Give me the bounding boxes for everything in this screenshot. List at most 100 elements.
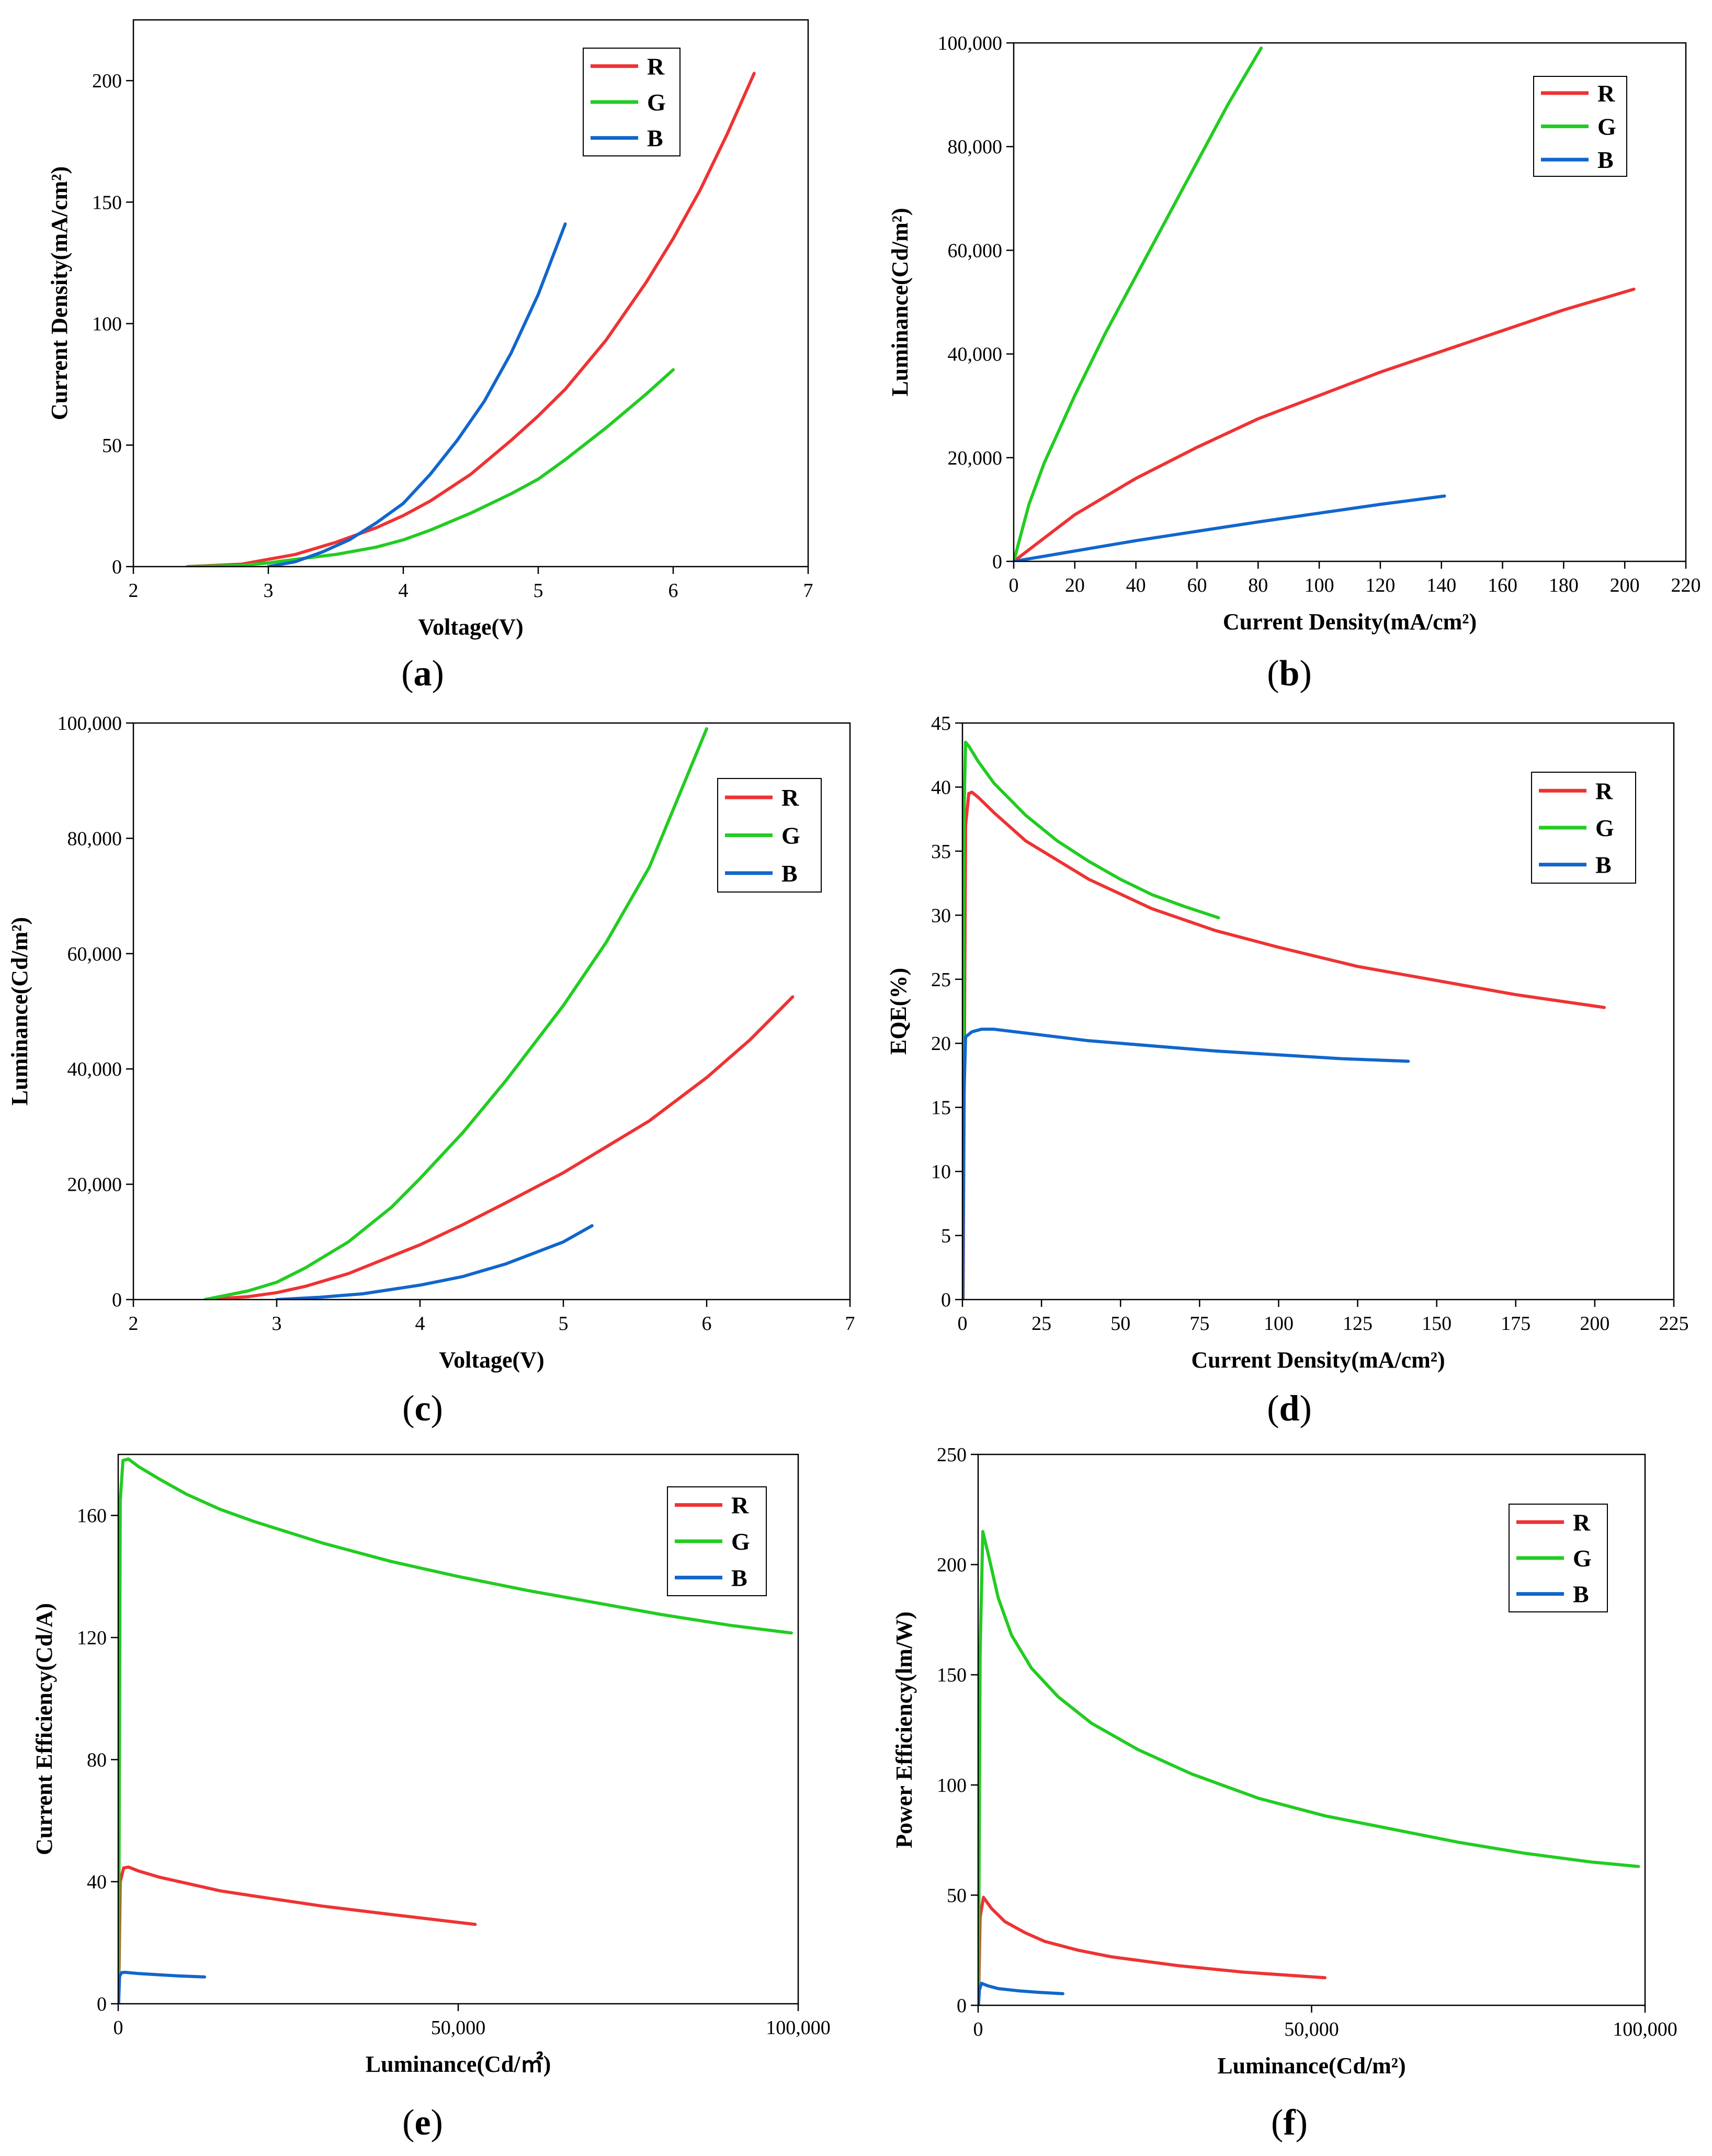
y-tick-label: 30	[931, 905, 951, 927]
x-tick-label: 4	[399, 580, 409, 602]
x-tick-label: 200	[1580, 1313, 1609, 1335]
legend-label-B: B	[781, 860, 798, 887]
y-axis-title: Power Efficiency(lm/W)	[891, 1611, 917, 1848]
legend-label-G: G	[647, 89, 666, 116]
x-tick-label: 100,000	[1613, 2018, 1677, 2040]
y-tick-label: 150	[937, 1664, 967, 1686]
y-tick-label: 100,000	[938, 32, 1003, 54]
x-axis-title: Current Density(mA/cm²)	[1223, 609, 1477, 635]
y-tick-label: 20	[931, 1033, 951, 1055]
y-tick-label: 40,000	[67, 1058, 122, 1080]
legend-label-B: B	[1597, 146, 1614, 173]
plot-frame	[132, 19, 809, 568]
y-tick-label: 100	[92, 313, 122, 335]
legend: RGB	[717, 778, 822, 893]
x-axis-title: Voltage(V)	[439, 1347, 544, 1373]
series-line-B	[118, 1970, 207, 2004]
series-line-G	[186, 368, 675, 567]
y-axis-title: Current Density(mA/cm²)	[47, 166, 72, 420]
x-tick-label: 60	[1187, 574, 1207, 596]
x-tick-label: 200	[1610, 574, 1640, 596]
legend-label-G: G	[1597, 114, 1616, 140]
x-axis-title: Luminance(Cd/m²)	[1217, 2053, 1405, 2079]
series-line-B	[962, 1028, 1410, 1300]
legend-label-G: G	[781, 822, 800, 849]
series-line-R	[186, 72, 756, 567]
y-tick-label: 120	[77, 1627, 107, 1649]
series-line-R	[1014, 287, 1636, 561]
plot-frame	[1013, 42, 1687, 562]
y-tick-label: 40	[931, 776, 951, 798]
x-tick-label: 80	[1248, 574, 1268, 596]
x-tick-label: 3	[264, 580, 274, 602]
y-tick-label: 50	[102, 435, 122, 457]
panel-label: (a)	[401, 653, 444, 694]
series-group	[203, 727, 795, 1300]
chart-panel-c: 2 3 4 5 6 7 0 20,000 40,000 60,000 80,000 100,000 Vo…	[7, 713, 855, 1429]
y-axis-title: EQE(%)	[886, 968, 911, 1055]
x-tick-label: 50,000	[1284, 2018, 1339, 2040]
legend: RGB	[1531, 772, 1636, 884]
y-tick-label: 80	[87, 1749, 107, 1771]
chart-panel-b: 0 20 40 60 80 100 120 140 160 180 200 220 0 20,000 40,…	[887, 32, 1701, 694]
x-tick-label: 0	[958, 1313, 968, 1335]
y-tick-label: 15	[931, 1097, 951, 1119]
y-tick-label: 150	[92, 191, 122, 213]
panel-label: (c)	[402, 1389, 443, 1429]
x-tick-label: 180	[1549, 574, 1579, 596]
y-tick-label: 200	[92, 70, 122, 92]
x-tick-label: 2	[129, 1313, 139, 1335]
legend-label-G: G	[1595, 815, 1614, 841]
y-tick-label: 0	[957, 1995, 967, 2017]
y-tick-label: 0	[112, 556, 122, 578]
y-tick-label: 20,000	[948, 447, 1003, 469]
chart-panel-f: 0 50,000 100,000 0 50 100 150 200 250 Luminance(C…	[891, 1444, 1677, 2143]
x-tick-label: 7	[845, 1313, 855, 1335]
x-tick-label: 100	[1264, 1313, 1294, 1335]
x-tick-label: 5	[534, 580, 543, 602]
legend-label-R: R	[781, 784, 799, 811]
y-tick-label: 10	[931, 1161, 951, 1183]
y-tick-label: 0	[97, 1993, 107, 2015]
x-tick-label: 4	[415, 1313, 425, 1335]
series-line-G	[1014, 46, 1263, 561]
x-tick-label: 0	[1009, 574, 1019, 596]
y-tick-label: 60,000	[67, 943, 122, 965]
plot-frame	[132, 722, 851, 1301]
y-tick-label: 25	[931, 969, 951, 991]
legend: RGB	[1533, 76, 1627, 177]
plot-frame	[961, 722, 1675, 1301]
x-axis-title: Current Density(mA/cm²)	[1191, 1347, 1445, 1373]
y-tick-label: 100,000	[58, 713, 122, 735]
x-tick-label: 2	[129, 580, 139, 602]
chart-panel-e: 0 50,000 100,000 0 40 80 120 160 Luminance(Cd/㎡)…	[31, 1453, 831, 2143]
y-tick-label: 40,000	[948, 344, 1003, 366]
x-tick-label: 120	[1365, 574, 1395, 596]
y-axis-title: Current Efficiency(Cd/A)	[31, 1603, 57, 1855]
y-tick-label: 80,000	[948, 136, 1003, 158]
legend-label-B: B	[731, 1564, 747, 1591]
panel-label: (d)	[1267, 1389, 1312, 1429]
legend-label-R: R	[1595, 777, 1613, 804]
series-group	[118, 1457, 793, 2004]
x-tick-label: 125	[1343, 1313, 1373, 1335]
chart-panel-d: 0 25 50 75 100 125 150 175 200 225 0 5 10 15 20 25 30 35 4…	[886, 713, 1689, 1429]
legend: RGB	[583, 48, 681, 156]
y-tick-label: 80,000	[67, 828, 122, 850]
x-tick-label: 40	[1126, 574, 1146, 596]
x-tick-label: 3	[272, 1313, 282, 1335]
x-tick-label: 7	[803, 580, 813, 602]
y-tick-label: 50	[947, 1884, 967, 1906]
y-tick-label: 40	[87, 1871, 107, 1893]
y-tick-label: 0	[941, 1289, 951, 1311]
y-tick-label: 0	[992, 551, 1002, 573]
legend-label-B: B	[1595, 852, 1612, 878]
x-tick-label: 5	[559, 1313, 569, 1335]
panel-label: (e)	[402, 2103, 443, 2143]
x-tick-label: 25	[1031, 1313, 1051, 1335]
x-tick-label: 175	[1501, 1313, 1530, 1335]
series-line-R	[203, 995, 795, 1300]
legend-label-R: R	[647, 53, 665, 80]
series-line-R	[978, 1895, 1326, 2005]
